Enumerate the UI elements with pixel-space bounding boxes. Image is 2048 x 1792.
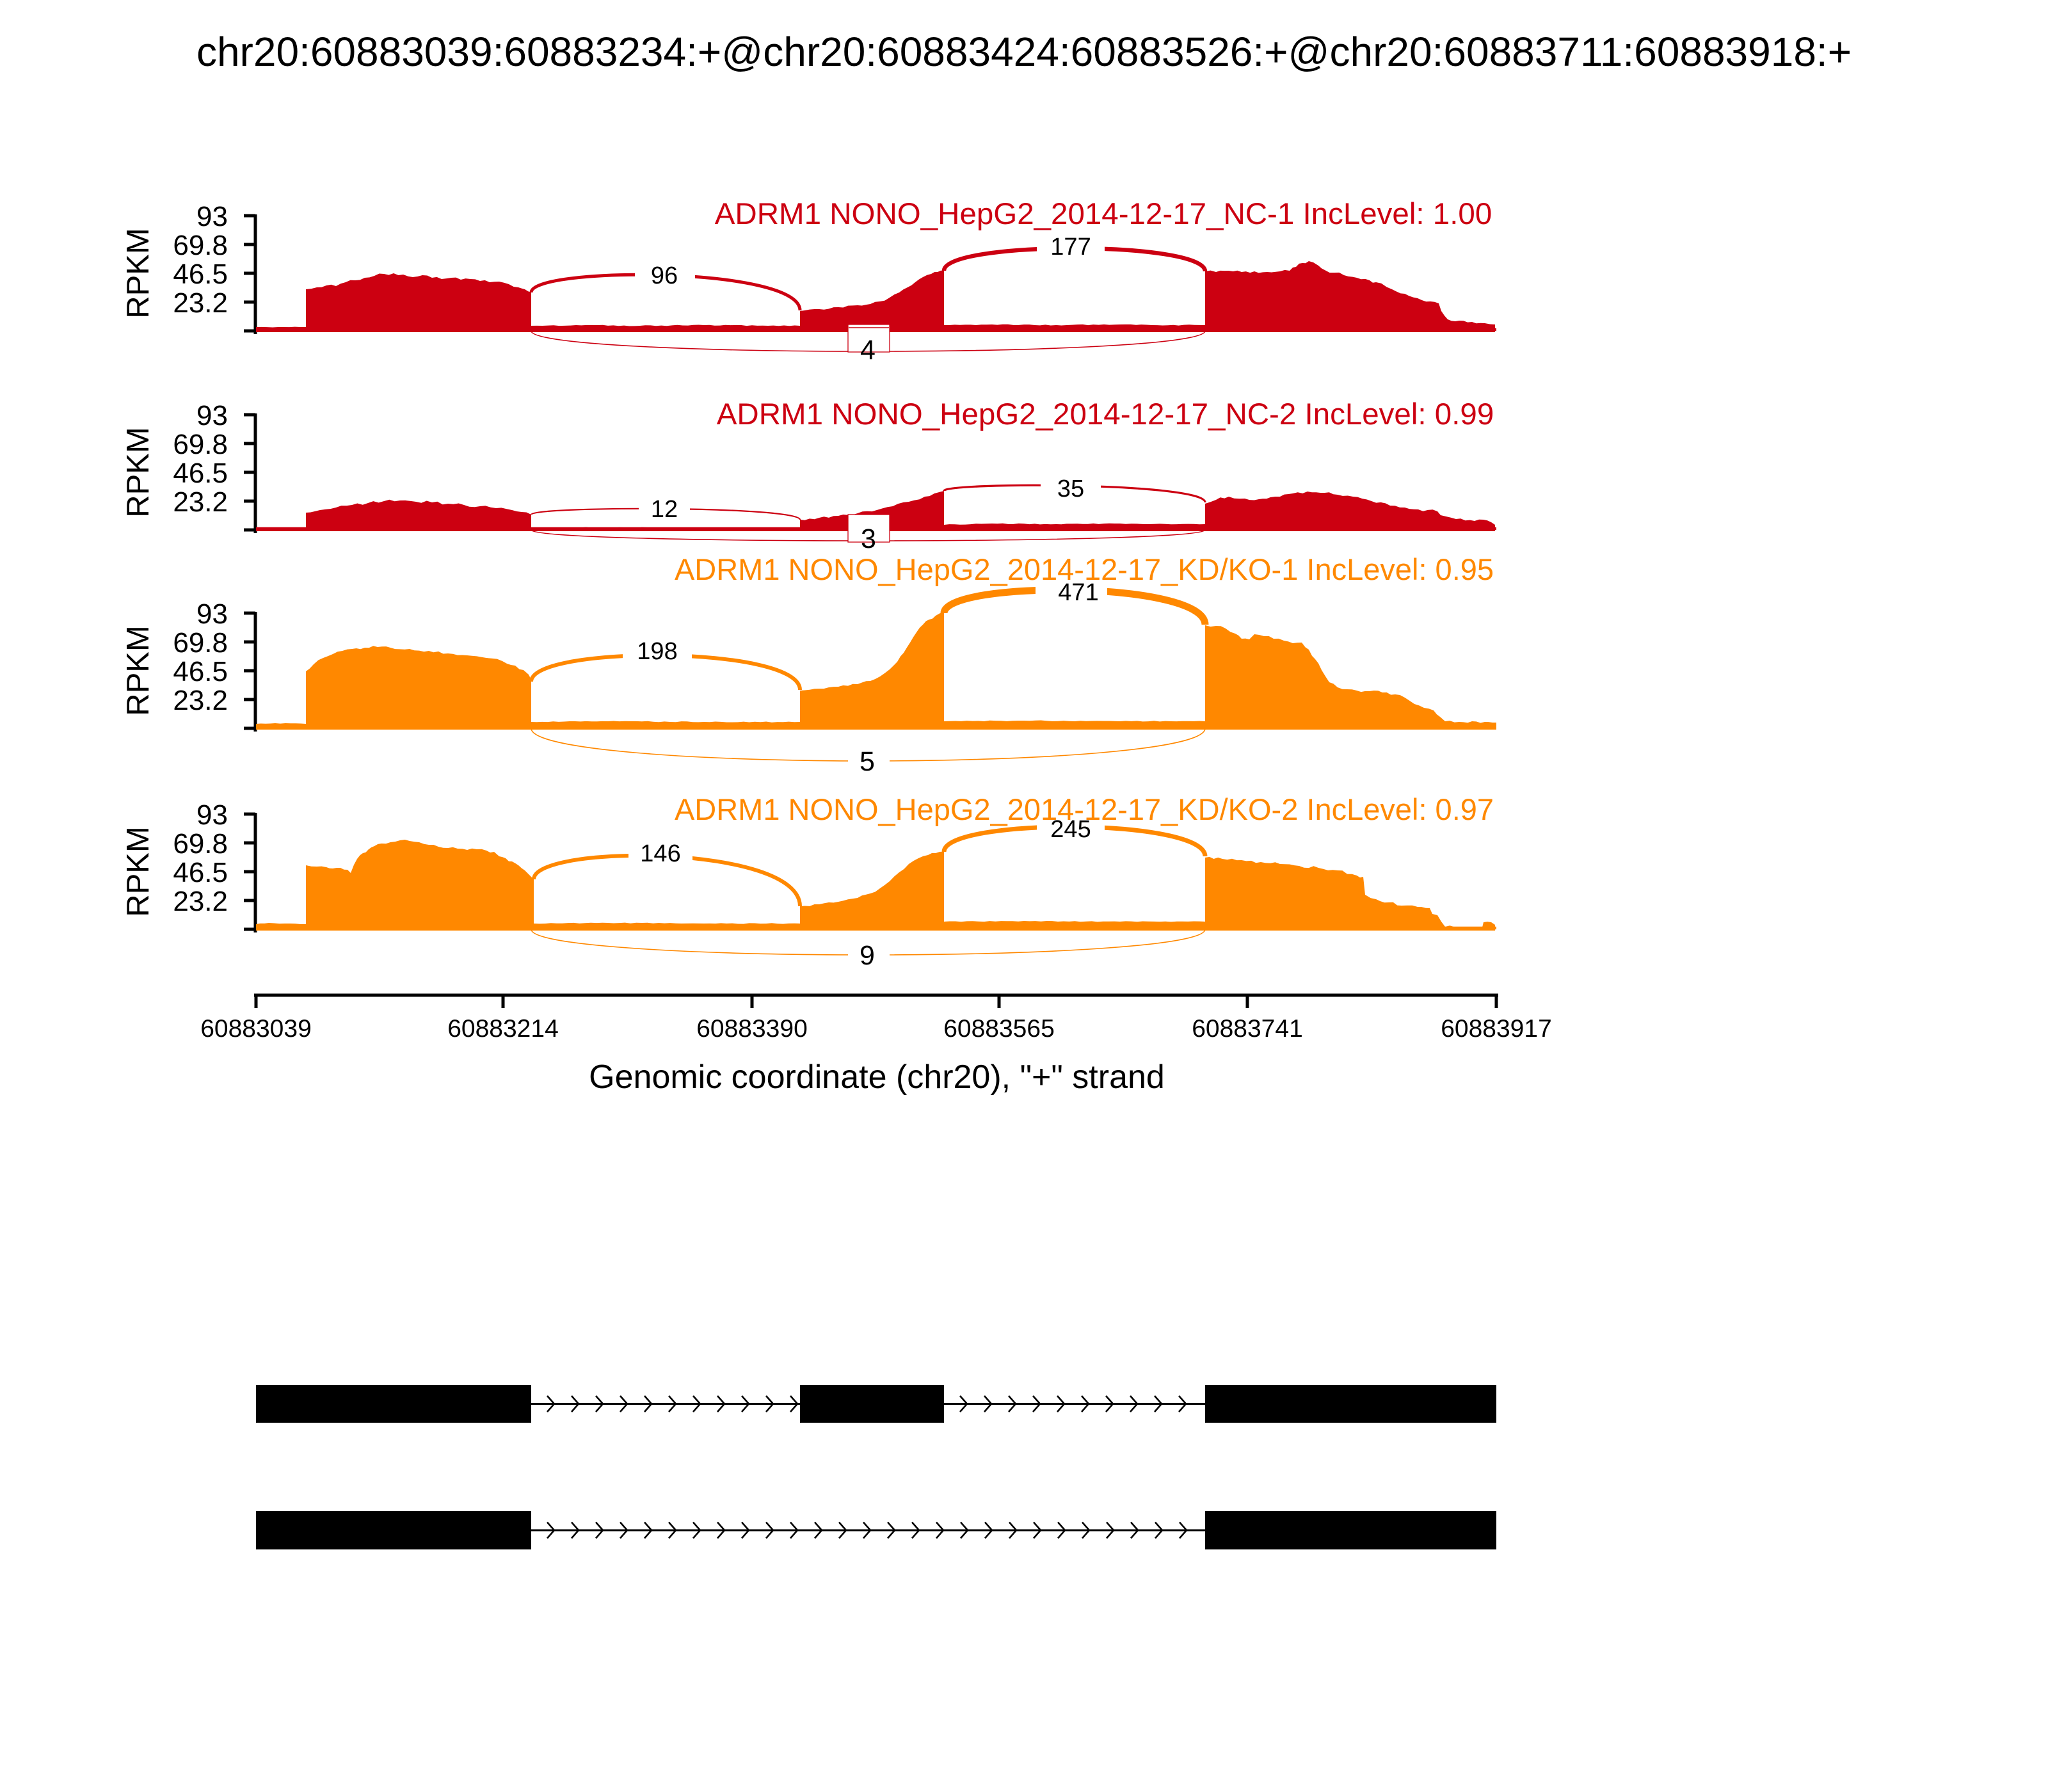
svg-text:ADRM1 NONO_HepG2_2014-12-17_NC: ADRM1 NONO_HepG2_2014-12-17_NC-2 IncLeve… — [717, 397, 1494, 431]
svg-text:177: 177 — [1050, 234, 1091, 260]
svg-text:ADRM1 NONO_HepG2_2014-12-17_KD: ADRM1 NONO_HepG2_2014-12-17_KD/KO-1 IncL… — [675, 552, 1494, 586]
svg-text:60883565: 60883565 — [943, 1015, 1055, 1043]
svg-text:23.2: 23.2 — [173, 287, 228, 319]
svg-text:93: 93 — [196, 201, 228, 232]
svg-text:146: 146 — [640, 840, 680, 867]
svg-text:RPKM: RPKM — [121, 826, 156, 917]
svg-text:12: 12 — [651, 496, 678, 523]
svg-text:RPKM: RPKM — [121, 228, 156, 319]
svg-text:3: 3 — [861, 524, 876, 554]
svg-text:198: 198 — [637, 638, 677, 665]
svg-text:46.5: 46.5 — [173, 656, 228, 687]
svg-text:ADRM1 NONO_HepG2_2014-12-17_KD: ADRM1 NONO_HepG2_2014-12-17_KD/KO-2 IncL… — [675, 792, 1494, 826]
svg-text:ADRM1 NONO_HepG2_2014-12-17_NC: ADRM1 NONO_HepG2_2014-12-17_NC-1 IncLeve… — [715, 197, 1492, 231]
svg-text:RPKM: RPKM — [121, 427, 156, 518]
svg-text:60883214: 60883214 — [447, 1015, 559, 1043]
svg-text:35: 35 — [1057, 476, 1084, 502]
svg-text:69.8: 69.8 — [173, 828, 228, 860]
svg-text:46.5: 46.5 — [173, 458, 228, 489]
svg-text:69.8: 69.8 — [173, 230, 228, 261]
svg-text:46.5: 46.5 — [173, 857, 228, 888]
svg-text:471: 471 — [1058, 579, 1098, 606]
svg-text:RPKM: RPKM — [121, 625, 156, 716]
svg-text:9: 9 — [860, 940, 875, 971]
svg-text:69.8: 69.8 — [173, 627, 228, 659]
svg-text:69.8: 69.8 — [173, 429, 228, 460]
svg-text:96: 96 — [651, 262, 678, 289]
svg-text:23.2: 23.2 — [173, 886, 228, 917]
svg-text:93: 93 — [196, 598, 228, 630]
svg-text:93: 93 — [196, 400, 228, 431]
svg-text:4: 4 — [860, 335, 876, 365]
svg-text:23.2: 23.2 — [173, 685, 228, 716]
svg-text:60883390: 60883390 — [696, 1015, 808, 1043]
svg-text:Genomic coordinate (chr20), "+: Genomic coordinate (chr20), "+" strand — [589, 1059, 1165, 1096]
svg-text:60883039: 60883039 — [200, 1015, 312, 1043]
svg-text:245: 245 — [1050, 816, 1091, 843]
svg-text:60883917: 60883917 — [1441, 1015, 1552, 1043]
svg-text:93: 93 — [196, 799, 228, 831]
svg-text:60883741: 60883741 — [1192, 1015, 1303, 1043]
svg-text:23.2: 23.2 — [173, 486, 228, 518]
svg-text:5: 5 — [860, 746, 875, 777]
svg-text:chr20:60883039:60883234:+@chr2: chr20:60883039:60883234:+@chr20:60883424… — [196, 29, 1852, 75]
svg-text:46.5: 46.5 — [173, 259, 228, 290]
